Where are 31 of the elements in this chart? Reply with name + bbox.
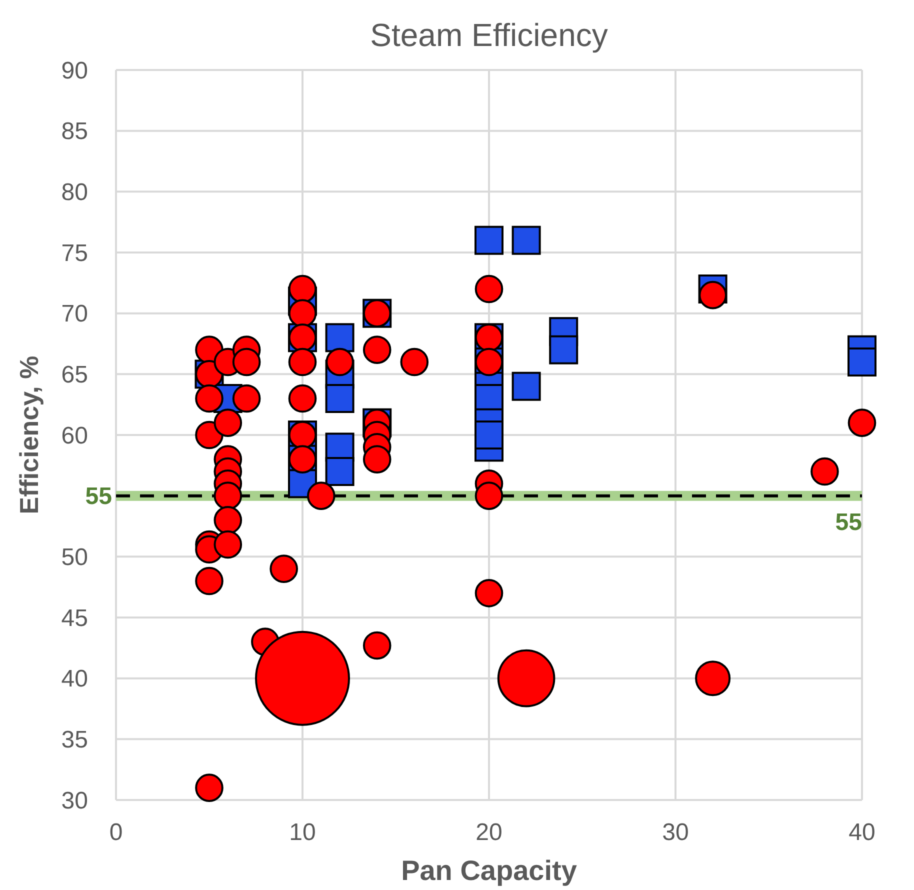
point: [474, 226, 504, 255]
x-tick-label: 40: [848, 819, 876, 846]
point: [512, 372, 541, 401]
point: [325, 457, 354, 486]
point: [325, 323, 354, 352]
y-tick-label: 60: [61, 422, 88, 450]
y-axis-title: Efficiency, %: [14, 356, 44, 514]
chart-title: Steam Efficiency: [370, 17, 608, 53]
y-tick-label: 40: [61, 666, 88, 693]
x-tick-label: 20: [476, 819, 502, 846]
x-tick-label: 0: [109, 819, 123, 846]
x-tick-label: 10: [289, 819, 316, 846]
y-tick-label: 75: [61, 240, 88, 267]
y-tick-label: 45: [61, 604, 88, 632]
y-tick-label: 35: [61, 726, 88, 754]
point: [848, 348, 876, 376]
point: [512, 226, 541, 255]
y-tick-label: 70: [61, 300, 88, 328]
y-tick-label: 30: [61, 787, 88, 814]
ref-line-label: 55: [835, 508, 862, 536]
y-tick-label: 90: [61, 57, 88, 84]
point: [325, 384, 354, 413]
point: [474, 420, 504, 450]
y-tick-label: 50: [61, 544, 88, 572]
y-tick-label: 85: [61, 118, 88, 146]
y-tick-label: 80: [61, 179, 88, 206]
x-axis-title: Pan Capacity: [401, 855, 578, 886]
y-tick-label: 65: [61, 362, 88, 389]
point: [549, 335, 578, 364]
ref-line-label: 55: [85, 483, 112, 510]
x-tick-label: 30: [662, 819, 689, 846]
